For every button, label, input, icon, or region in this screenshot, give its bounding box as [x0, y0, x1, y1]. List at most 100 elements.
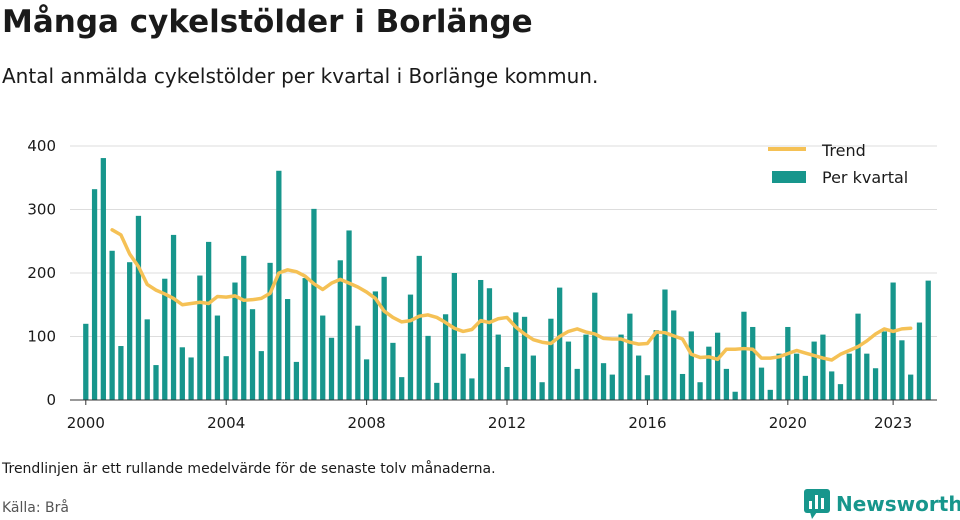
- chart-svg: 0 100 200 300 400 2000 2004 2008 2012 2016 2020 202…: [27, 137, 937, 432]
- bar: [320, 315, 326, 400]
- x-tick-label: 2012: [488, 414, 526, 432]
- brand-name: Newsworthy: [836, 492, 960, 516]
- bar: [504, 366, 510, 400]
- bar: [478, 279, 484, 400]
- bar: [776, 353, 782, 400]
- bar: [741, 311, 747, 400]
- bar: [135, 215, 142, 400]
- bar: [127, 262, 133, 400]
- bar: [732, 391, 738, 400]
- footnote: Trendlinjen är ett rullande medelvärde f…: [2, 461, 496, 477]
- bar: [109, 250, 115, 400]
- bar: [662, 289, 668, 400]
- bar: [653, 330, 659, 400]
- legend-bars-swatch: [772, 171, 806, 183]
- x-tick-label: 2023: [874, 414, 912, 432]
- bar: [372, 291, 379, 400]
- bar: [881, 331, 887, 400]
- x-tick-label: 2004: [207, 414, 245, 432]
- legend-bars-label: Per kvartal: [822, 168, 908, 187]
- bar: [636, 355, 642, 400]
- bar: [513, 312, 519, 400]
- bar: [600, 363, 607, 400]
- bar: [618, 334, 624, 400]
- bar: [206, 241, 212, 400]
- bar: [91, 189, 98, 400]
- bar: [153, 365, 159, 400]
- trend-series: [110, 228, 913, 362]
- bar: [284, 299, 291, 400]
- bar: [179, 347, 185, 400]
- chart-title: Många cykelstölder i Borlänge: [2, 4, 533, 40]
- bar: [706, 346, 712, 400]
- legend-trend-label: Trend: [821, 141, 866, 160]
- bar: [258, 351, 264, 400]
- bar: [925, 280, 931, 400]
- bar: [302, 278, 308, 400]
- bar: [267, 262, 273, 400]
- grid-lines: [70, 145, 937, 337]
- bar: [407, 294, 414, 400]
- bar: [855, 313, 861, 400]
- bar: [811, 341, 817, 400]
- x-tick-label: 2000: [67, 414, 105, 432]
- bar: [434, 382, 440, 400]
- bar: [162, 278, 168, 400]
- bar: [425, 335, 431, 400]
- bar: [846, 353, 852, 400]
- bar: [723, 368, 730, 400]
- bar: [188, 357, 194, 400]
- bar: [442, 314, 449, 400]
- bar: [223, 356, 229, 400]
- bar: [381, 276, 387, 400]
- bar: [539, 382, 545, 400]
- bar: [802, 375, 809, 400]
- bar: [574, 368, 580, 400]
- bar: [583, 334, 589, 400]
- bar: [469, 378, 475, 400]
- bars-series: [83, 158, 931, 400]
- bar: [486, 288, 493, 400]
- bar: [249, 309, 256, 400]
- bar: [820, 334, 826, 400]
- bar: [451, 273, 457, 400]
- bar: [758, 367, 765, 400]
- bar: [214, 315, 221, 400]
- bar: [829, 371, 835, 400]
- newsworthy-chart-icon: [804, 489, 830, 519]
- bar: [899, 340, 905, 400]
- bar: [890, 282, 896, 400]
- bar: [416, 255, 422, 400]
- bar: [837, 384, 844, 400]
- bar: [328, 337, 335, 400]
- bar: [311, 208, 317, 400]
- bar: [565, 341, 572, 400]
- bar: [241, 255, 247, 400]
- bar: [688, 331, 694, 400]
- y-tick-label: 0: [46, 391, 56, 409]
- bar: [697, 382, 703, 400]
- bar: [144, 319, 150, 400]
- bar: [548, 318, 554, 400]
- chart-subtitle: Antal anmälda cykelstölder per kvartal i…: [2, 64, 599, 88]
- y-tick-label: 400: [27, 137, 56, 155]
- bar: [609, 374, 615, 400]
- bar: [170, 234, 177, 400]
- bar: [793, 353, 800, 400]
- bar: [521, 316, 528, 400]
- bar: [118, 346, 124, 400]
- x-tick-label: 2016: [628, 414, 666, 432]
- bar: [276, 170, 282, 400]
- bar: [530, 355, 536, 400]
- bar: [714, 332, 721, 400]
- source-text: Källa: Brå: [2, 500, 69, 516]
- bar: [293, 361, 300, 400]
- bar: [864, 353, 870, 400]
- trend-line: [110, 228, 913, 362]
- bar: [592, 292, 598, 400]
- y-tick-label: 100: [27, 328, 56, 346]
- bar: [346, 230, 352, 400]
- bar: [460, 353, 466, 400]
- bar: [363, 359, 370, 400]
- bar: [390, 342, 396, 400]
